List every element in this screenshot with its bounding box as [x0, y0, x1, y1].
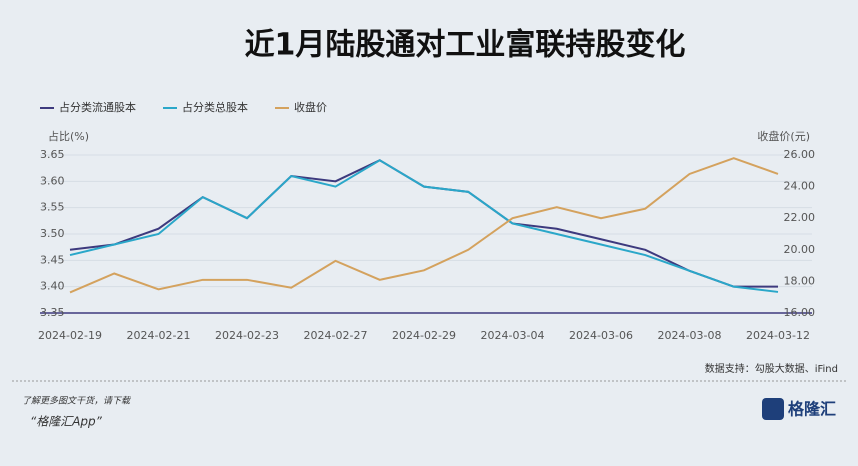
- legend-label: 收盘价: [294, 100, 327, 114]
- y2-axis-label: 收盘价(元): [757, 129, 810, 143]
- x-tick-label: 2024-02-19: [38, 329, 102, 342]
- footer-app: “格隆汇App”: [30, 415, 103, 429]
- y-tick-label: 3.45: [40, 253, 65, 266]
- y-tick-label: 3.50: [40, 227, 65, 240]
- x-tick-label: 2024-03-12: [746, 329, 810, 342]
- y2-tick-label: 20.00: [784, 243, 816, 256]
- x-tick-label: 2024-02-21: [127, 329, 191, 342]
- footer-note: 了解更多图文干货，请下载: [22, 396, 131, 407]
- x-tick-label: 2024-02-29: [392, 329, 456, 342]
- x-tick-label: 2024-03-06: [569, 329, 633, 342]
- chart-title: 近1月陆股通对工业富联持股变化: [245, 28, 686, 63]
- y2-tick-label: 26.00: [784, 148, 816, 161]
- y2-tick-label: 16.00: [784, 306, 816, 319]
- y-axis-label: 占比(%): [48, 129, 89, 143]
- logo-icon: [762, 398, 784, 420]
- logo-text: 格隆汇: [788, 400, 836, 419]
- legend-label: 占分类总股本: [182, 100, 248, 114]
- series-line: [69, 157, 779, 294]
- y2-tick-label: 22.00: [784, 211, 816, 224]
- y-tick-label: 3.65: [40, 148, 65, 161]
- x-tick-label: 2024-03-08: [658, 329, 722, 342]
- series-line: [69, 159, 778, 288]
- y-tick-label: 3.60: [40, 174, 65, 187]
- x-tick-label: 2024-03-04: [481, 329, 545, 342]
- x-tick-label: 2024-02-23: [215, 329, 279, 342]
- y-tick-label: 3.55: [40, 201, 65, 214]
- source: 数据支持：勾股大数据、iFind: [705, 362, 838, 375]
- y-tick-label: 3.40: [40, 280, 65, 293]
- y2-tick-label: 18.00: [784, 274, 816, 287]
- y-tick-label: 3.35: [40, 306, 65, 319]
- legend-label: 占分类流通股本: [59, 100, 136, 114]
- y2-tick-label: 24.00: [784, 180, 816, 193]
- x-tick-label: 2024-02-27: [304, 329, 368, 342]
- series-line: [69, 159, 779, 293]
